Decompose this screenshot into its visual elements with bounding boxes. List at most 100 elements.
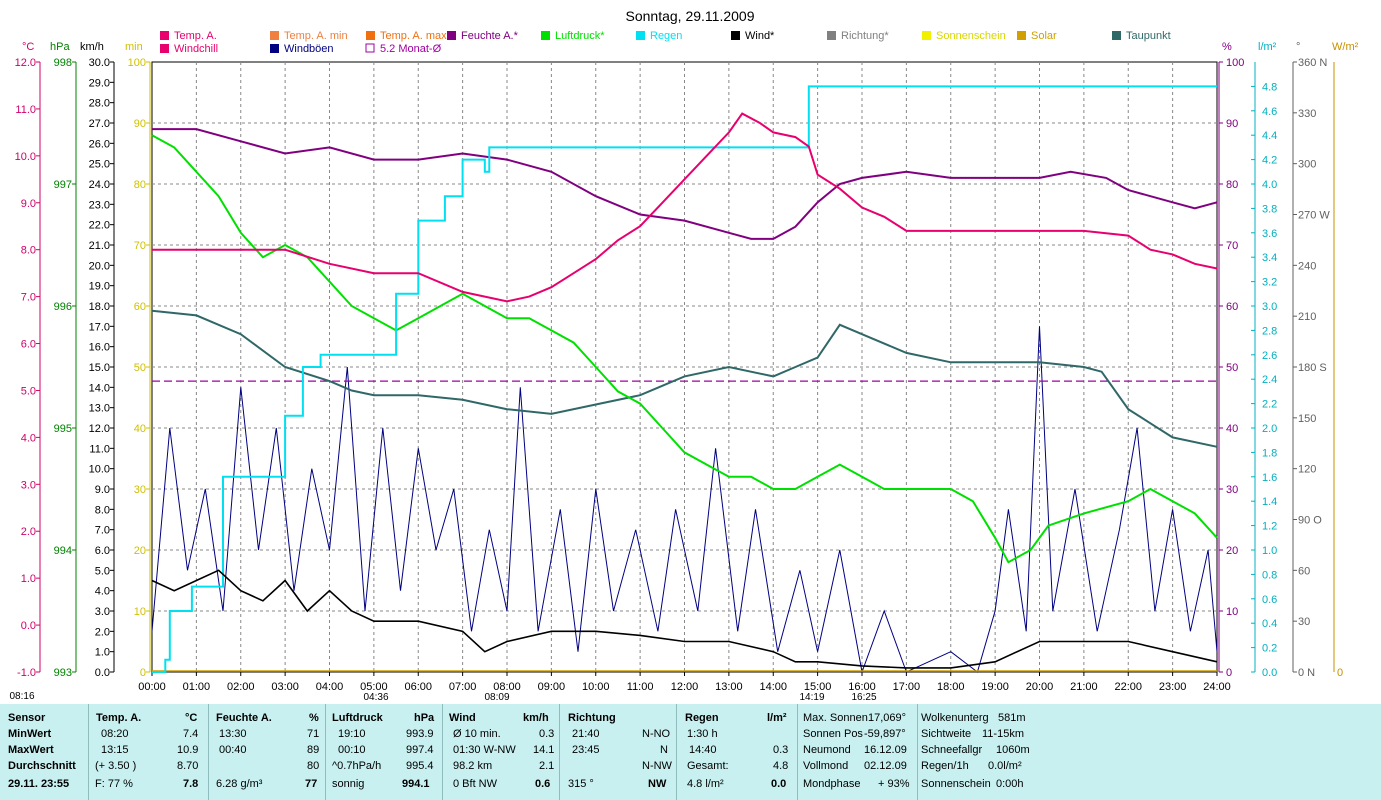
axis-temp-label: 5.0 xyxy=(21,385,36,397)
axis-wind-label: 13.0 xyxy=(89,403,110,415)
regen-total-value: 4.8 xyxy=(773,760,789,772)
richtung-min-value: N-NO xyxy=(642,728,671,740)
axis-wind-label: 3.0 xyxy=(95,606,110,618)
temp-min-value: 7.4 xyxy=(183,728,199,740)
legend-label: Windböen xyxy=(284,43,334,55)
series-line-wind xyxy=(151,569,1218,669)
axis-humidity-label: 20 xyxy=(1226,545,1238,557)
axis-dir-label: 330 xyxy=(1298,108,1316,120)
axis-temp-label: 11.0 xyxy=(15,104,36,116)
axis-wind-label: 19.0 xyxy=(89,281,110,293)
astro-label-0: Max. Sonnen xyxy=(803,712,868,724)
footer-date: 29.11. 23:55 xyxy=(8,778,70,790)
axis-dir-label: 210 xyxy=(1298,311,1316,323)
axis-pressure-label: 997 xyxy=(54,179,72,191)
axis-hour-label: 17:00 xyxy=(893,681,921,693)
astro-value-3: 02.12.09 xyxy=(864,760,907,772)
axis-rain-label: 1.0 xyxy=(1262,545,1277,557)
hdr-sensor: Sensor xyxy=(8,712,46,724)
temp-avg-delta: (+ 3.50 ) xyxy=(95,760,137,772)
weather-label-2: Schneefallgr xyxy=(921,744,983,756)
axis-pressure-label: 995 xyxy=(54,423,72,435)
axis-humidity-label: 80 xyxy=(1226,179,1238,191)
wind-max-time: 01:30 W-NW xyxy=(453,744,516,756)
series-line-windb-en xyxy=(151,326,1218,674)
axis-temp-label: 10.0 xyxy=(15,151,36,163)
axis-rain-label: 1.2 xyxy=(1262,521,1277,533)
axis-sunmin-label: 30 xyxy=(134,484,146,496)
axis-temp-label: 8.0 xyxy=(21,245,36,257)
axis-temp-label: 12.0 xyxy=(15,57,36,69)
luft-trend: ^0.7hPa/h xyxy=(332,760,382,772)
axis-wind-label: 1.0 xyxy=(95,647,110,659)
axis-humidity-label: 40 xyxy=(1226,423,1238,435)
axis-unit-labels: °C hPa km/h min% l/m² ° W/m² xyxy=(22,41,1359,53)
unit-humidity: % xyxy=(1222,41,1232,53)
weather-label-3: Regen/1h xyxy=(921,760,969,772)
axis-wind-label: 22.0 xyxy=(89,220,110,232)
axis-wind-label: 24.0 xyxy=(89,179,110,191)
footer-abs-feuchte: 6.28 g/m³ xyxy=(216,778,263,790)
regen-max-value: 0.3 xyxy=(773,744,789,756)
axis-wind-label: 20.0 xyxy=(89,260,110,272)
axis-temp-label: 2.0 xyxy=(21,526,36,538)
axis-wind-label: 5.0 xyxy=(95,565,110,577)
regen-total-label: Gesamt: xyxy=(687,760,729,772)
axis-dir-label: 60 xyxy=(1298,565,1310,577)
axis-humidity-label: 0 xyxy=(1226,667,1232,679)
axis-sunmin-label: 70 xyxy=(134,240,146,252)
axis-humidity-label: 50 xyxy=(1226,362,1238,374)
axis-wind-label: 9.0 xyxy=(95,484,110,496)
legend-label: Feuchte A.* xyxy=(461,30,519,42)
col-wind: Wind km/h Ø 10 min. 0.3 01:30 W-NW 14.1 … xyxy=(442,704,559,800)
axis-wind-label: 10.0 xyxy=(89,464,110,476)
axis-rain-label: 4.4 xyxy=(1262,130,1277,142)
weather-value-1: 11-15km xyxy=(982,728,1024,740)
axis-hour-label: 22:00 xyxy=(1114,681,1142,693)
axis-dir-label: 120 xyxy=(1298,464,1316,476)
axis-hour-label: 04:00 xyxy=(316,681,344,693)
row-min-label: MinWert xyxy=(8,728,52,740)
axis-rain-label: 0.0 xyxy=(1262,667,1277,679)
axis-hour-label: 07:00 xyxy=(449,681,477,693)
richtung-max-value: N xyxy=(660,744,668,756)
astro-label-2: Neumond xyxy=(803,744,851,756)
sun-event-label: 08:09 xyxy=(484,692,509,703)
legend-label: Wind* xyxy=(745,30,775,42)
axis-wind-label: 26.0 xyxy=(89,138,110,150)
axis-dir-label: 0 N xyxy=(1298,667,1315,679)
axis-wind-label: 16.0 xyxy=(89,342,110,354)
col-astro: Max. Sonnen 17,069° Sonnen Pos -59,897° … xyxy=(797,704,917,800)
axis-sunmin-label: 100 xyxy=(128,57,146,69)
axis-wind-label: 12.0 xyxy=(89,423,110,435)
footer-regen-total: 4.8 l/m² xyxy=(687,778,724,790)
axis-rain-label: 0.6 xyxy=(1262,594,1277,606)
axis-rain-label: 4.0 xyxy=(1262,179,1277,191)
weather-label-0: Wolkenunterg xyxy=(921,712,989,724)
axis-wind-label: 4.0 xyxy=(95,586,110,598)
axis-wind-label: 18.0 xyxy=(89,301,110,313)
temp-min-time: 08:20 xyxy=(101,728,129,740)
axis-rain-label: 3.4 xyxy=(1262,252,1277,264)
axis-rain-label: 3.2 xyxy=(1262,277,1277,289)
axis-hour-label: 11:00 xyxy=(627,681,654,693)
axis-wind-label: 15.0 xyxy=(89,362,110,374)
axis-rain-label: 4.6 xyxy=(1262,106,1277,118)
axis-rain-label: 1.4 xyxy=(1262,496,1277,508)
axis-wind-label: 30.0 xyxy=(89,57,110,69)
wind-avg-value: 2.1 xyxy=(539,760,555,772)
col-feuchte: Feuchte A. % 13:30 71 00:40 89 80 6.28 g… xyxy=(208,704,325,800)
luft-min-time: 19:10 xyxy=(338,728,366,740)
footer-wind-now: 0.6 xyxy=(535,778,551,790)
legend-swatch xyxy=(541,31,550,40)
axis-wind-label: 29.0 xyxy=(89,77,110,89)
unit-pressure: hPa xyxy=(50,41,70,53)
axis-temp-label: 6.0 xyxy=(21,339,36,351)
axis-rain-label: 3.8 xyxy=(1262,203,1277,215)
axis-temp-label: 1.0 xyxy=(21,573,36,585)
series-line-temp-a xyxy=(152,112,1218,303)
unit-temp: °C xyxy=(22,41,34,53)
axis-rain-label: 4.2 xyxy=(1262,155,1277,167)
legend-label: Temp. A. xyxy=(174,30,217,42)
chart-axes: 12.0 11.0 10.0 9.0 8.0 7.0 6.0 5.0 4.0 3.0 2.0 1.0 0… xyxy=(9,57,1343,703)
